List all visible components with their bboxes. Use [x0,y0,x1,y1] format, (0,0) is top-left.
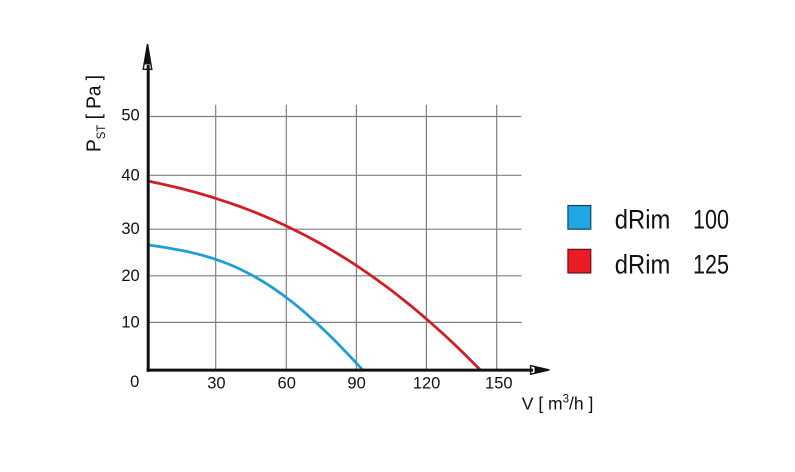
svg-text:10: 10 [121,313,139,331]
svg-text:100: 100 [693,205,729,235]
svg-text:20: 20 [121,267,139,285]
svg-text:60: 60 [278,375,296,393]
svg-text:150: 150 [485,375,513,393]
svg-text:0: 0 [130,373,139,391]
svg-text:90: 90 [347,375,365,393]
svg-text:dRim: dRim [615,250,671,280]
svg-text:50: 50 [121,106,139,124]
svg-text:PST [ Pa ]: PST [ Pa ] [84,75,108,152]
svg-text:dRim: dRim [615,205,671,235]
svg-text:30: 30 [121,220,139,238]
svg-text:30: 30 [207,375,225,393]
svg-text:V [ m3/h ]: V [ m3/h ] [522,393,594,413]
svg-text:125: 125 [693,250,729,280]
svg-text:40: 40 [121,167,139,185]
svg-text:120: 120 [413,375,441,393]
